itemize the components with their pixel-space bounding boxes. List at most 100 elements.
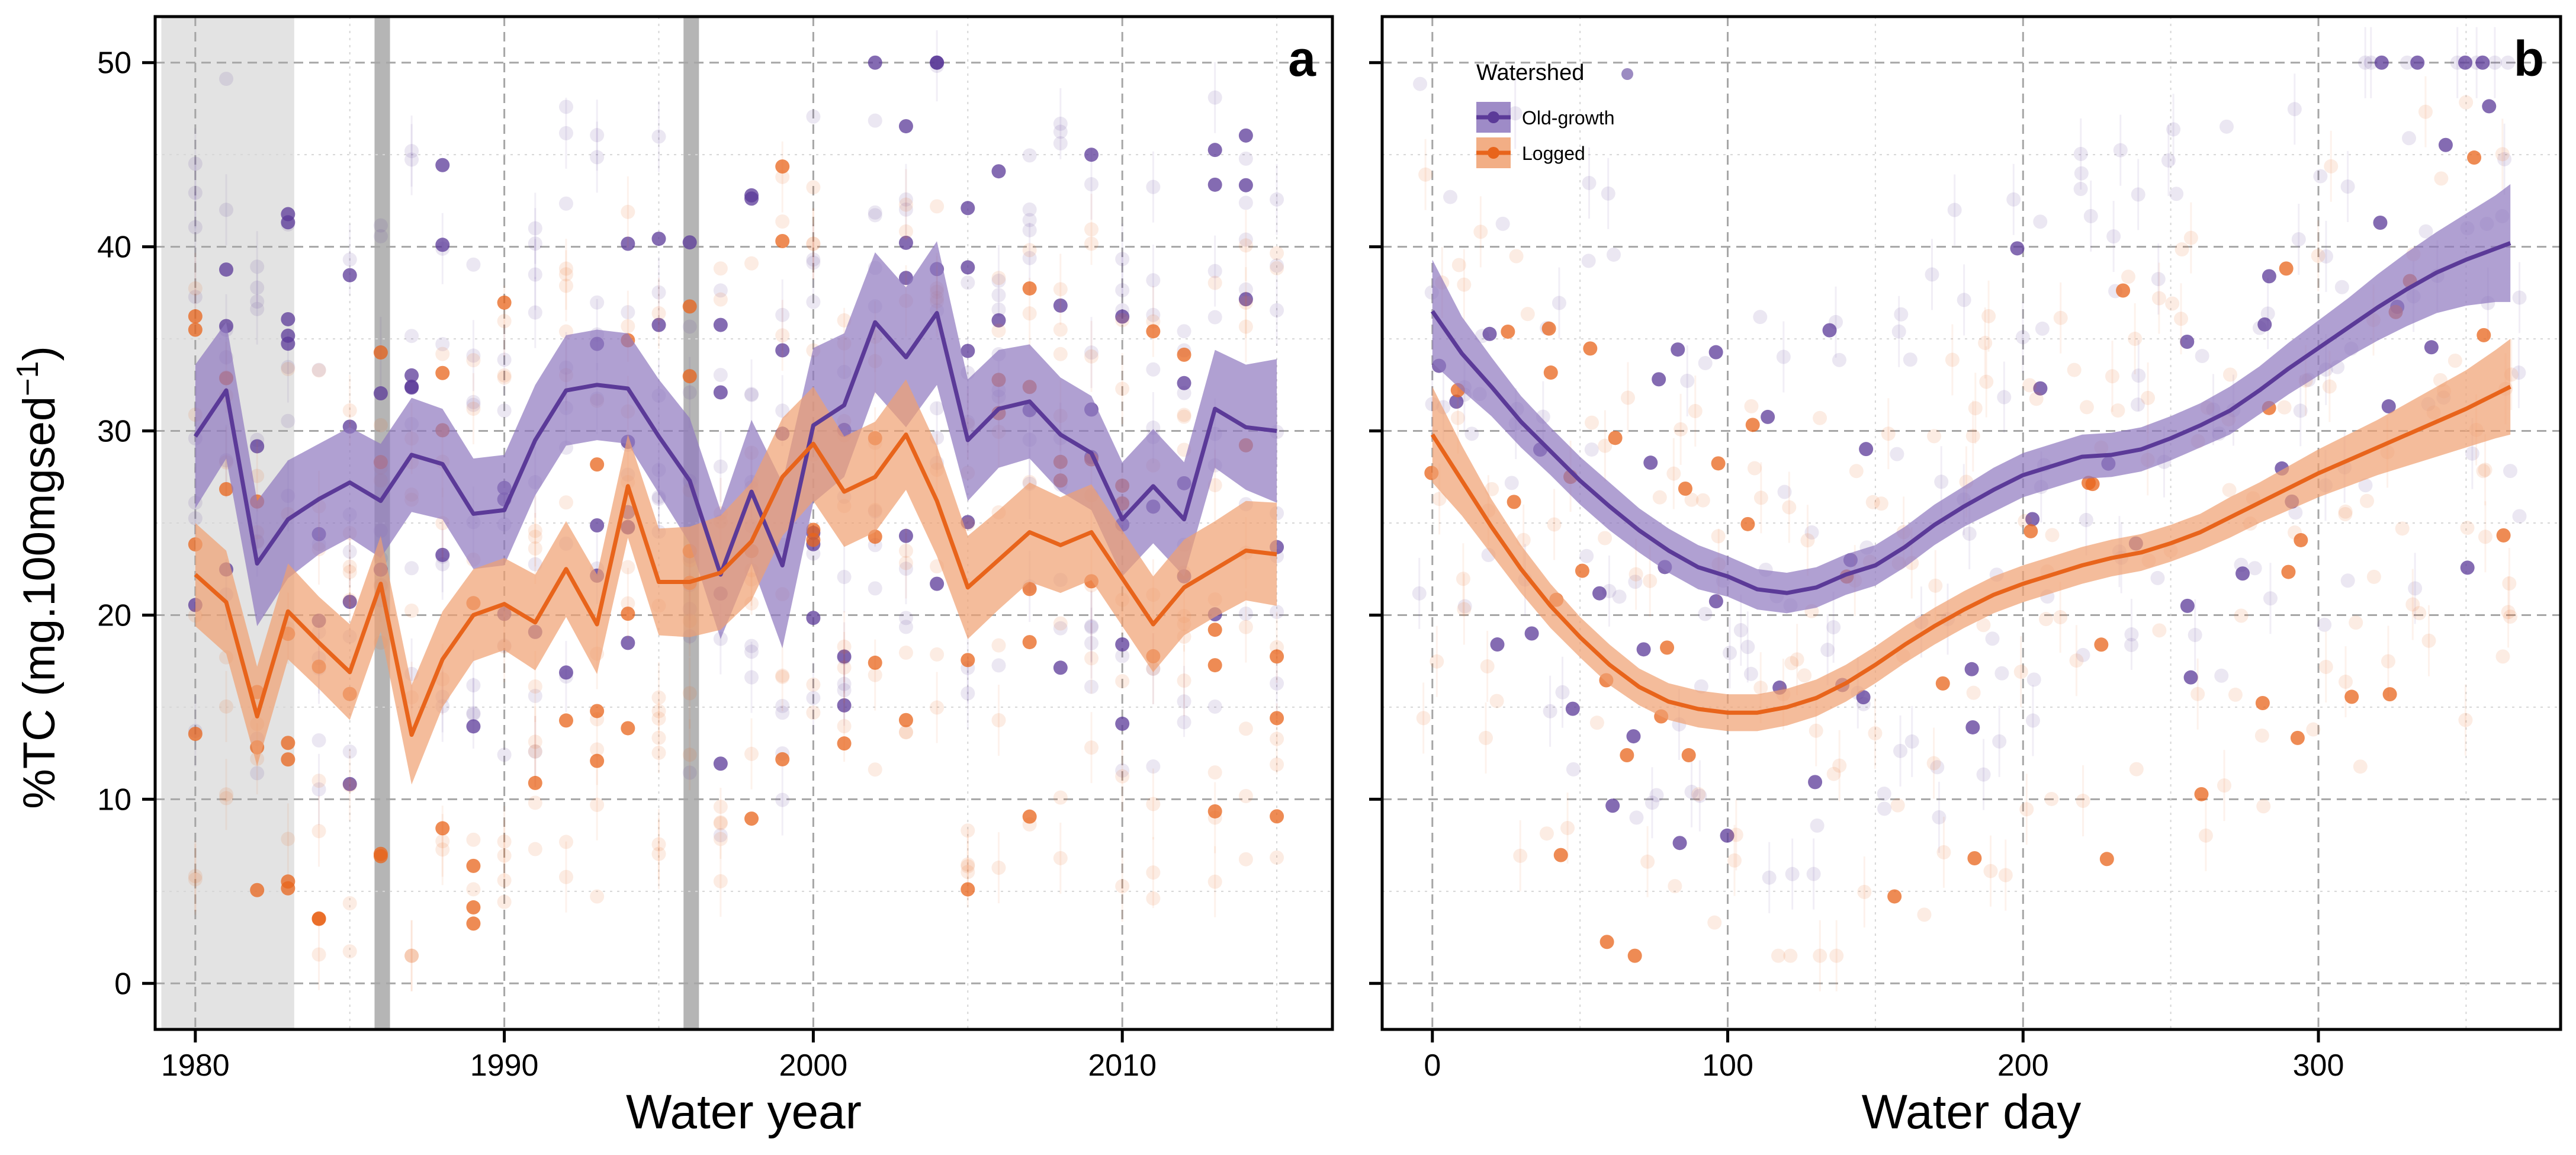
sample-point [1146,307,1161,322]
sample-point [1822,323,1837,338]
sample-point [342,544,357,559]
sample-point [2161,153,2176,168]
sample-point [651,306,666,320]
sample-point [2434,171,2449,186]
sample-point [682,686,697,701]
sample-point [898,645,913,660]
sample-point [188,872,203,887]
sample-point [466,882,481,897]
sample-point [1935,676,1950,691]
sample-point [2262,269,2276,284]
sample-point [497,848,512,863]
sample-point [2503,609,2518,624]
sample-point [1053,621,1068,636]
sample-point [1084,349,1099,364]
sample-point [713,368,728,383]
sample-point [1800,533,1815,548]
sample-point [898,235,913,250]
sample-point [1207,700,1222,714]
sample-point [1053,282,1068,297]
sample-point [1238,788,1253,803]
sample-point [1592,586,1607,601]
y-axis-title-main: %TC (mg.100mgsed [14,396,65,809]
sample-point [466,257,481,272]
sample-point [2073,146,2088,161]
sample-point [1418,167,1433,182]
sample-point [2412,606,2427,621]
sample-point [2083,208,2098,223]
sample-point [898,197,913,212]
sample-point [2349,615,2363,630]
sample-point [2421,633,2436,648]
sample-point [930,55,945,70]
sample-point [682,385,697,400]
panel-label: a [1288,31,1316,86]
sample-point [1917,907,1932,922]
sample-point [2467,150,2482,165]
sample-point [219,791,234,806]
sample-point [651,317,666,332]
sample-point [2405,597,2420,612]
sample-point [2287,102,2302,117]
sample-point [1598,531,1613,546]
sample-point [713,292,728,307]
sample-point [1115,716,1130,731]
sample-point [1207,804,1222,819]
sample-point [497,894,512,909]
sample-point [2363,55,2378,70]
sample-point [898,202,913,217]
sample-point [466,832,481,847]
sample-point [930,700,945,715]
x-tick-label: 2010 [1088,1048,1157,1083]
sample-point [2069,653,2084,668]
sample-point [1480,659,1495,674]
sample-point [2338,504,2353,519]
sample-point [775,669,790,684]
sample-point [1684,784,1699,799]
sample-point [621,636,635,650]
sample-point [1553,848,1568,862]
sample-point [2497,152,2512,166]
sample-point [1608,431,1623,445]
sample-point [1745,418,1760,432]
sample-point [1890,447,1904,461]
sample-point [466,916,481,931]
sample-point [991,638,1006,653]
x-axis-title: Water day [1862,1085,2082,1139]
sample-point [2501,605,2516,620]
sample-point [281,360,295,374]
x-tick-label: 200 [1997,1048,2049,1083]
sample-point [1238,852,1253,867]
sample-point [1084,651,1099,666]
sample-point [2487,55,2502,70]
sample-point [744,256,759,271]
sample-point [2317,617,2332,632]
sample-point [1985,631,2000,646]
sample-point [1753,490,1768,505]
sample-point [806,180,821,195]
sample-point [1743,666,1758,681]
sample-point [1947,203,1962,217]
sample-point [342,777,357,791]
sample-point [1684,492,1699,507]
sample-point [1238,195,1253,210]
sample-point [1997,390,2012,405]
sample-point [2478,463,2493,477]
sample-point [1636,642,1651,657]
sample-point [2438,137,2453,152]
sample-point [806,705,821,720]
y-axis-title-close: ) [14,346,65,361]
sample-point [2151,272,2166,287]
sample-point [188,281,203,296]
sample-point [1177,324,1191,339]
sample-point [682,299,697,314]
sample-point [342,595,357,609]
sample-point [2381,399,2396,414]
sample-point [868,655,882,670]
sample-point [991,271,1006,285]
sample-point [1691,787,1706,801]
sample-point [1643,573,1658,588]
sample-point [775,705,790,720]
sample-point [1804,525,1819,540]
sample-point [1708,594,1723,609]
